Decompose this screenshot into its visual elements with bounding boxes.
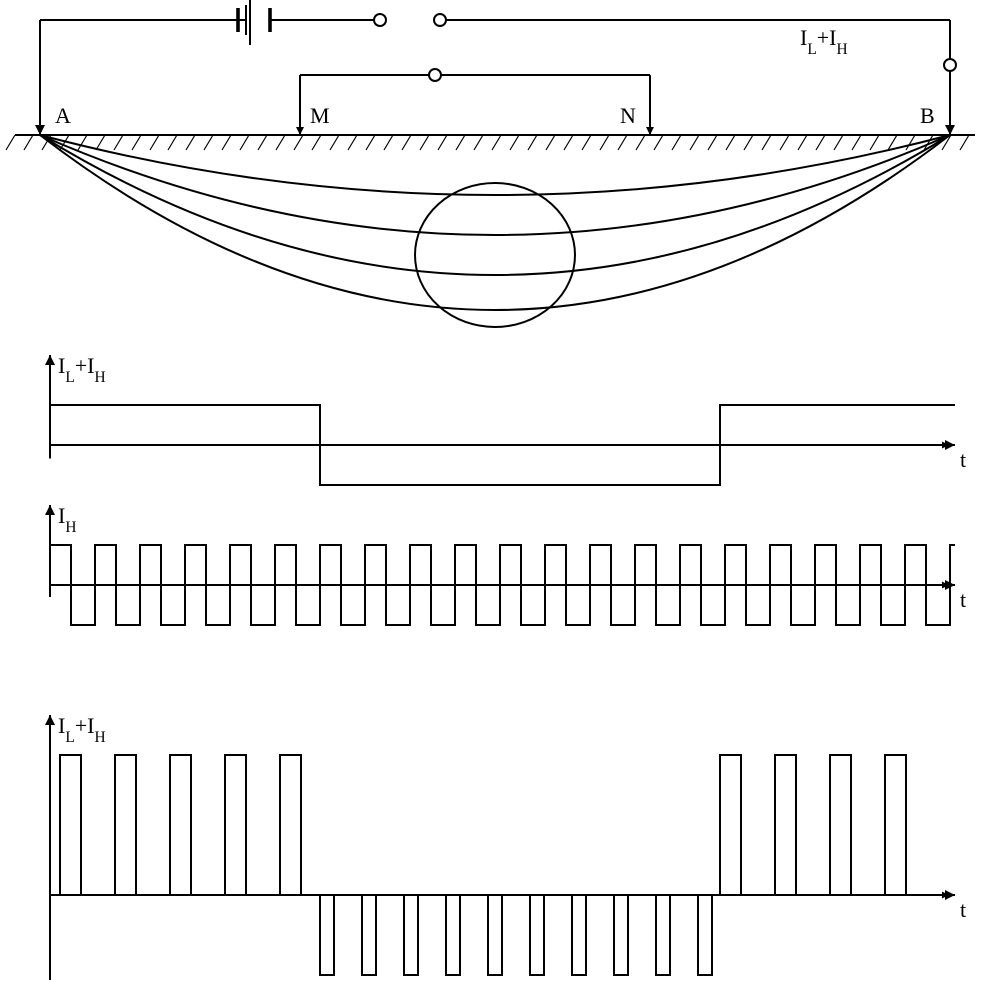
label-N: N [620, 103, 636, 128]
label-current-sum: IL+IH [800, 25, 848, 58]
diagram-svg: IL+IH A B M N IL+IH t IH t IL+IH t [0, 0, 988, 1000]
anomaly-body [415, 183, 575, 327]
svg-text:t: t [960, 447, 966, 472]
label-B: B [920, 103, 935, 128]
svg-text:IL+IH: IL+IH [58, 353, 106, 386]
svg-text:t: t [960, 897, 966, 922]
label-M: M [310, 103, 330, 128]
svg-text:IL+IH: IL+IH [58, 713, 106, 746]
svg-text:t: t [960, 587, 966, 612]
svg-text:IH: IH [58, 503, 76, 536]
label-A: A [55, 103, 71, 128]
